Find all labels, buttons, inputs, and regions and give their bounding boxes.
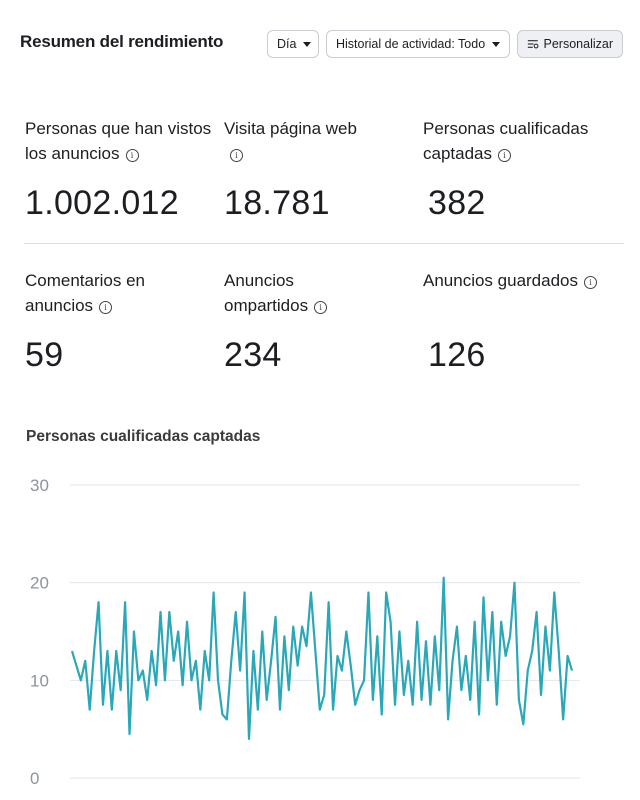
- metric-website-visits: Visita página web i: [224, 116, 374, 166]
- info-icon[interactable]: i: [584, 276, 598, 289]
- metric-label: Anuncios guardados: [423, 271, 579, 290]
- metric-value: 18.781: [224, 184, 330, 222]
- metric-value: 59: [25, 336, 64, 374]
- y-tick-label: 30: [30, 476, 49, 495]
- metric-value: 1.002.012: [25, 184, 179, 222]
- caret-down-icon: [303, 41, 312, 47]
- info-icon[interactable]: i: [230, 149, 243, 162]
- y-tick-label: 10: [30, 671, 49, 690]
- metric-label: Visita página web: [224, 119, 357, 138]
- divider: [24, 243, 624, 244]
- customize-label: Personalizar: [543, 37, 613, 51]
- day-dropdown-label: Día: [277, 37, 297, 51]
- info-icon[interactable]: i: [498, 149, 511, 162]
- customize-button[interactable]: Personalizar: [517, 30, 623, 58]
- y-tick-label: 0: [30, 769, 39, 788]
- metric-people-reached: Personas que han vistos los anuncios i: [25, 116, 215, 166]
- series-line: [70, 576, 574, 741]
- info-icon[interactable]: i: [99, 301, 113, 314]
- metric-label: Anuncios ompartidos: [224, 271, 309, 315]
- activity-history-label: Historial de actividad: Todo: [336, 37, 486, 51]
- day-dropdown[interactable]: Día: [267, 30, 319, 58]
- header: Resumen del rendimiento Día Historial de…: [0, 0, 640, 90]
- metric-label: Personas que han vistos los anuncios: [25, 119, 212, 163]
- info-icon[interactable]: i: [314, 301, 328, 314]
- info-icon[interactable]: i: [125, 149, 139, 162]
- activity-history-dropdown[interactable]: Historial de actividad: Todo: [326, 30, 510, 58]
- line-chart: 0 10 20 30: [30, 476, 580, 788]
- metric-ad-shares: Anuncios ompartidos i: [224, 268, 344, 318]
- metric-ad-saves: Anuncios guardados i: [423, 268, 628, 293]
- metric-value: 382: [428, 184, 486, 222]
- page-title: Resumen del rendimiento: [20, 32, 224, 51]
- y-tick-label: 20: [30, 574, 49, 593]
- metric-value: 126: [428, 336, 486, 374]
- caret-down-icon: [492, 41, 501, 47]
- metric-qualified-people: Personas cualificadas captadas i: [423, 116, 623, 166]
- metric-label: Comentarios en anuncios: [25, 271, 146, 315]
- settings-sliders-icon: [527, 40, 539, 49]
- metric-label: Personas cualificadas captadas: [423, 119, 589, 163]
- metric-ad-comments: Comentarios en anuncios i: [25, 268, 200, 318]
- metric-value: 234: [224, 336, 282, 374]
- chart-title: Personas cualificadas captadas: [26, 428, 261, 445]
